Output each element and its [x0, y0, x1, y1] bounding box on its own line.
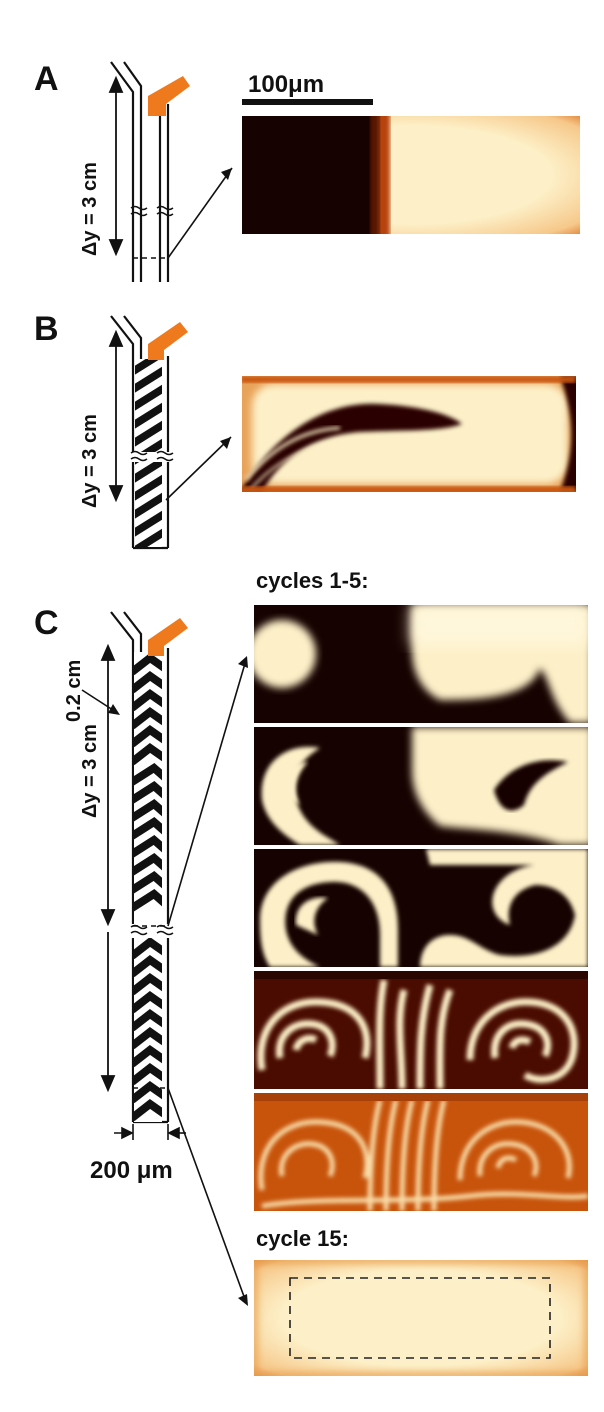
panel-c-pointer-head-late [238, 1294, 248, 1306]
panel-a-cross-section-image [242, 116, 580, 234]
panel-b-cross-section-image [242, 376, 576, 492]
panel-c-pointer-head-early [238, 656, 248, 668]
panel-a-pointer-line [167, 167, 233, 259]
scale-bar-line [242, 99, 373, 105]
panel-a-delta-y-label: Δy = 3 cm [79, 162, 101, 256]
cycle-4-image [254, 971, 588, 1089]
cycle-1-image [254, 605, 588, 723]
panel-c-short-length-label: 0.2 cm [63, 660, 85, 722]
panel-c-pointer-line-late [167, 1087, 247, 1303]
panel-c-width-label: 200 μm [90, 1157, 173, 1184]
panel-c-short-length-leader-head [108, 704, 120, 715]
panel-c-herringbone-grooves [134, 652, 162, 1122]
panel-a: A Δy = 3 cm 100μm [34, 60, 580, 282]
panel-c-delta-y-label: Δy = 3 cm [79, 724, 101, 818]
panel-c-letter: C [34, 604, 59, 642]
panel-a-delta-y-arrow [108, 75, 124, 257]
panel-b-break-gap [130, 452, 170, 462]
cycle-15-dashed-region [289, 1277, 551, 1359]
panel-b: B [34, 310, 576, 550]
panel-b-letter: B [34, 310, 59, 348]
cycle-15-image [254, 1260, 588, 1376]
panel-c-width-dimension [114, 1124, 186, 1140]
panel-b-pointer-line [165, 436, 232, 501]
cycle-5-image [254, 1093, 588, 1211]
cycle-3-image [254, 849, 588, 967]
panel-b-delta-y-label: Δy = 3 cm [79, 414, 101, 508]
cycle-2-image [254, 727, 588, 845]
panel-a-orange-inlet [148, 76, 190, 116]
panel-b-orange-inlet [148, 322, 188, 360]
panel-a-channel-schematic [110, 61, 174, 282]
scale-bar-label: 100μm [248, 71, 324, 98]
panel-c-pointer-line-early [167, 659, 247, 927]
panel-c: C [34, 568, 588, 1376]
panel-b-slanted-grooves [135, 359, 162, 547]
panel-c-short-length-leader [81, 689, 117, 713]
panel-c-orange-inlet [148, 618, 188, 656]
cycle-late-caption: cycle 15: [256, 1226, 349, 1251]
cycles-early-caption: cycles 1-5: [256, 568, 369, 593]
panel-a-letter: A [34, 60, 59, 98]
panel-b-pointer-head [220, 437, 231, 449]
panel-b-delta-y-arrow [108, 329, 124, 503]
panel-a-scale-bar: 100μm [242, 71, 373, 105]
panel-b-break-marks [130, 450, 174, 462]
panel-c-long-arrow [100, 643, 116, 1093]
panel-a-pointer-head [221, 168, 232, 180]
